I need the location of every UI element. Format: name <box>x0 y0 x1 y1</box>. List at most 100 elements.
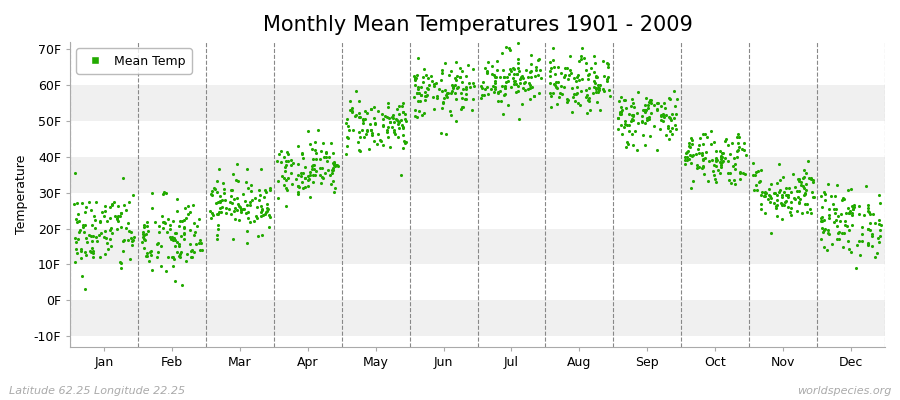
Point <box>326 165 340 171</box>
Point <box>574 52 589 59</box>
Point <box>753 191 768 198</box>
Point <box>193 236 207 243</box>
Point <box>749 169 763 175</box>
Point <box>439 92 454 98</box>
Point <box>626 112 640 118</box>
Point <box>183 240 197 247</box>
Point <box>166 237 180 243</box>
Point <box>834 230 849 236</box>
Point <box>589 85 603 91</box>
Point <box>127 234 141 240</box>
Point <box>678 154 692 160</box>
Point <box>726 176 741 183</box>
Point <box>454 104 469 110</box>
Point <box>382 144 397 150</box>
Point <box>732 144 746 150</box>
Point <box>230 207 244 213</box>
Point <box>436 88 450 94</box>
Point <box>122 255 137 262</box>
Point <box>426 94 440 100</box>
Point <box>863 210 878 217</box>
Point <box>486 82 500 89</box>
Point <box>418 88 433 95</box>
Point <box>104 243 118 250</box>
Point <box>259 209 274 216</box>
Point <box>173 254 187 260</box>
Point <box>418 93 433 99</box>
Point <box>76 224 90 230</box>
Point <box>258 189 273 195</box>
Point <box>223 193 238 199</box>
Point <box>78 252 93 258</box>
Point <box>523 85 537 91</box>
Point <box>183 227 197 234</box>
Point <box>780 194 795 200</box>
Point <box>684 135 698 141</box>
Point <box>507 70 521 77</box>
Point <box>553 94 567 100</box>
Point <box>113 260 128 266</box>
Y-axis label: Temperature: Temperature <box>15 155 28 234</box>
Point <box>84 232 98 239</box>
Point <box>278 202 293 209</box>
Point <box>70 200 85 206</box>
Point <box>696 163 710 170</box>
Point <box>186 202 201 208</box>
Point <box>394 102 409 109</box>
Point <box>596 58 610 64</box>
Point <box>685 152 699 159</box>
Point <box>261 212 275 218</box>
Point <box>277 164 292 170</box>
Point <box>72 218 86 224</box>
Point <box>223 199 238 206</box>
Point <box>112 213 127 220</box>
Point <box>459 73 473 80</box>
Point <box>230 195 245 202</box>
Point <box>496 67 510 73</box>
Point <box>123 229 138 235</box>
Point <box>326 167 340 174</box>
Point <box>152 229 166 236</box>
Point <box>779 192 794 199</box>
Point <box>445 88 459 94</box>
Point <box>762 192 777 199</box>
Point <box>67 201 81 208</box>
Point <box>238 178 253 185</box>
Point <box>737 140 751 146</box>
Point <box>345 108 359 114</box>
Point <box>292 184 307 190</box>
Point <box>828 210 842 216</box>
Bar <box>70 193 885 229</box>
Point <box>691 146 706 152</box>
Point <box>845 210 859 216</box>
Point <box>103 227 117 233</box>
Point <box>105 202 120 208</box>
Point <box>637 120 652 126</box>
Point <box>277 154 292 160</box>
Point <box>238 197 253 204</box>
Point <box>680 148 694 155</box>
Point <box>572 58 586 64</box>
Point <box>661 125 675 131</box>
Point <box>546 81 561 87</box>
Point <box>639 107 653 113</box>
Point <box>408 76 422 82</box>
Point <box>255 207 269 213</box>
Point <box>778 185 793 191</box>
Point <box>872 220 886 227</box>
Point <box>239 210 254 216</box>
Point <box>89 199 104 205</box>
Point <box>446 83 460 90</box>
Point <box>482 59 496 65</box>
Point <box>179 251 194 258</box>
Point <box>279 149 293 155</box>
Point <box>515 101 529 107</box>
Point <box>364 130 379 136</box>
Point <box>158 218 172 225</box>
Point <box>617 97 632 104</box>
Point <box>626 142 640 149</box>
Point <box>328 185 342 191</box>
Point <box>480 84 494 90</box>
Point <box>364 127 378 133</box>
Point <box>760 190 774 196</box>
